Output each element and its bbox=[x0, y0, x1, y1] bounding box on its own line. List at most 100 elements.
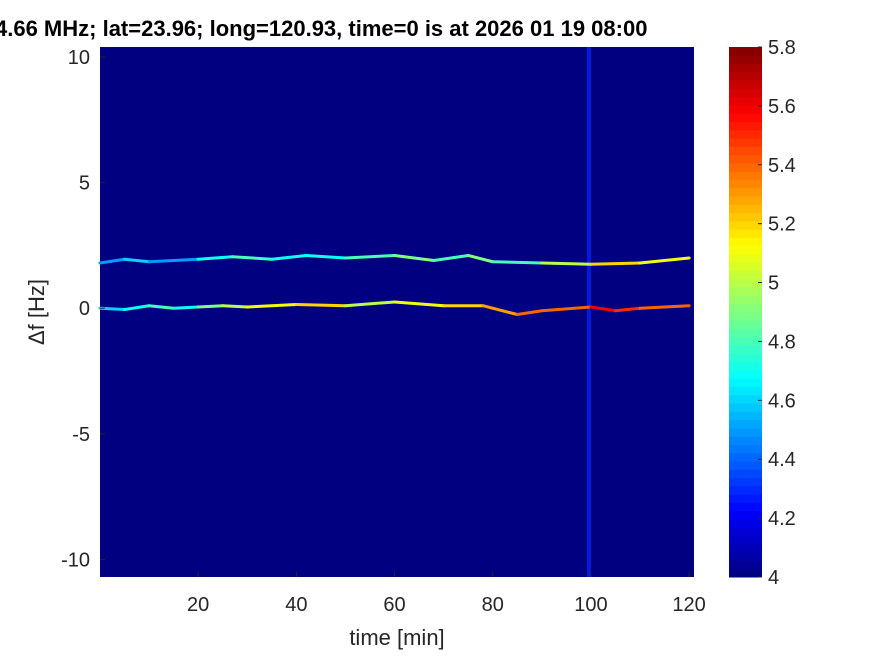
colorbar-swatch bbox=[729, 212, 762, 222]
colorbar-swatch bbox=[729, 452, 762, 462]
colorbar-swatch bbox=[729, 204, 762, 214]
y-tick-label: -10 bbox=[61, 549, 90, 571]
trace-1-segment bbox=[638, 256, 691, 265]
colorbar-swatch bbox=[729, 353, 762, 363]
interference-line bbox=[586, 47, 591, 577]
colorbar-tick-label: 4 bbox=[768, 567, 779, 589]
colorbar-swatch bbox=[729, 361, 762, 371]
colorbar-swatch bbox=[729, 485, 762, 495]
trace-2-segment bbox=[613, 306, 642, 313]
colorbar-swatch bbox=[729, 427, 762, 437]
colorbar-swatch bbox=[729, 96, 762, 106]
colorbar-swatch bbox=[729, 196, 762, 205]
trace-1-segment bbox=[270, 253, 308, 261]
colorbar-swatch bbox=[729, 179, 762, 189]
y-tick-label: 5 bbox=[79, 173, 90, 195]
colorbar-swatch bbox=[729, 345, 762, 354]
colorbar-swatch bbox=[729, 535, 762, 545]
y-axis-label: Δf [Hz] bbox=[24, 279, 49, 345]
colorbar-swatch bbox=[729, 262, 762, 272]
colorbar-swatch bbox=[729, 502, 762, 512]
colorbar-swatch bbox=[729, 411, 762, 421]
colorbar-swatch bbox=[729, 146, 762, 156]
trace-1-segment bbox=[540, 261, 593, 266]
colorbar-tick-label: 4.6 bbox=[768, 390, 796, 412]
trace-2-segment bbox=[221, 304, 249, 309]
colorbar-swatch bbox=[729, 270, 762, 280]
trace-1-segment bbox=[432, 253, 470, 263]
trace-1-segment bbox=[343, 253, 397, 260]
colorbar-swatch bbox=[729, 543, 762, 553]
colorbar-swatch bbox=[729, 154, 762, 164]
trace-2-segment bbox=[343, 300, 397, 308]
trace-2-segment bbox=[245, 302, 298, 309]
colorbar-swatch bbox=[729, 469, 762, 479]
x-tick-label: 20 bbox=[187, 594, 209, 616]
trace-2-segment bbox=[172, 305, 200, 310]
colorbar-swatch bbox=[729, 245, 762, 255]
colorbar-tick-label: 4.8 bbox=[768, 331, 796, 353]
colorbar-swatch bbox=[729, 303, 762, 313]
colorbar-swatch bbox=[729, 552, 762, 561]
trace-2-segment bbox=[589, 305, 617, 313]
trace-1-segment bbox=[589, 261, 642, 266]
colorbar-swatch bbox=[729, 378, 762, 388]
chart-title: 4.66 MHz; lat=23.96; long=120.93, time=0… bbox=[0, 16, 648, 41]
trace-2-segment bbox=[147, 304, 176, 310]
colorbar-swatch bbox=[729, 80, 762, 89]
x-tick-label: 60 bbox=[383, 594, 405, 616]
x-axis-label: time [min] bbox=[349, 625, 444, 650]
trace-2-segment bbox=[638, 304, 691, 310]
colorbar-swatch bbox=[729, 320, 762, 330]
colorbar-swatch bbox=[729, 63, 762, 73]
colorbar-swatch bbox=[729, 519, 762, 528]
colorbar-swatch bbox=[729, 419, 762, 429]
trace-1-segment bbox=[196, 255, 235, 261]
colorbar-tick-label: 4.4 bbox=[768, 449, 796, 471]
colorbar-swatch bbox=[729, 88, 762, 98]
colorbar-swatch bbox=[729, 104, 762, 114]
colorbar-swatch bbox=[729, 55, 762, 65]
colorbar-swatch bbox=[729, 287, 762, 296]
colorbar-swatch bbox=[729, 278, 762, 288]
trace-2-segment bbox=[540, 305, 593, 313]
colorbar-tick-label: 5 bbox=[768, 273, 779, 295]
trace-2-segment bbox=[393, 300, 446, 308]
colorbar-tick-label: 4.2 bbox=[768, 508, 796, 530]
y-tick-label: 0 bbox=[79, 298, 90, 320]
colorbar-swatch bbox=[729, 47, 762, 56]
colorbar-swatch bbox=[729, 187, 762, 197]
colorbar-swatch bbox=[729, 336, 762, 346]
trace-2-segment bbox=[196, 304, 225, 309]
colorbar-swatch bbox=[729, 138, 762, 147]
trace-2-segment bbox=[515, 309, 544, 317]
colorbar-swatch bbox=[729, 386, 762, 396]
trace-1-segment bbox=[304, 253, 347, 260]
x-tick-label: 100 bbox=[574, 594, 607, 616]
colorbar-swatch bbox=[729, 568, 762, 578]
trace-1-segment bbox=[466, 253, 495, 264]
colorbar-swatch bbox=[729, 220, 762, 230]
trace-1-segment bbox=[491, 260, 544, 265]
trace-1-segment bbox=[123, 257, 151, 264]
colorbar-swatch bbox=[729, 254, 762, 263]
y-tick-label: -5 bbox=[72, 424, 90, 446]
colorbar-swatch bbox=[729, 312, 762, 321]
plot-background bbox=[100, 47, 694, 577]
colorbar-swatch bbox=[729, 560, 762, 570]
colorbar-swatch bbox=[729, 394, 762, 404]
colorbar-swatch bbox=[729, 113, 762, 123]
colorbar-swatch bbox=[729, 494, 762, 503]
colorbar-swatch bbox=[729, 121, 762, 131]
colorbar-swatch bbox=[729, 444, 762, 454]
colorbar-swatch bbox=[729, 162, 762, 172]
colorbar-swatch bbox=[729, 129, 762, 139]
trace-1-segment bbox=[231, 255, 274, 261]
colorbar-swatch bbox=[729, 237, 762, 247]
colorbar-swatch bbox=[729, 403, 762, 412]
x-tick-label: 120 bbox=[672, 594, 705, 616]
colorbar-swatch bbox=[729, 171, 762, 180]
colorbar-swatch bbox=[729, 461, 762, 470]
trace-1-segment bbox=[393, 253, 436, 263]
